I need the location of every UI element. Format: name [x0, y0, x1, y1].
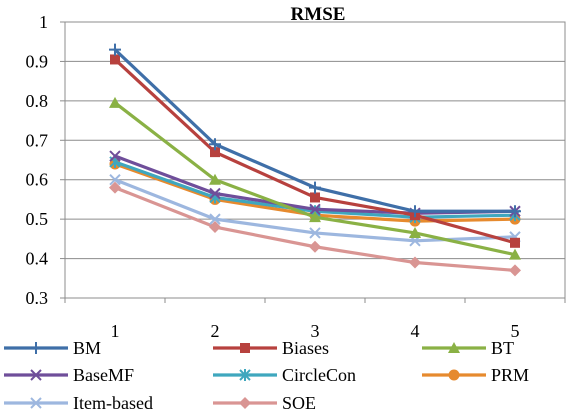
data-point-soe: [409, 256, 421, 269]
legend-label-soe: SOE: [282, 393, 316, 413]
data-point-bm: [409, 205, 421, 218]
legend-marker-bt: [448, 342, 460, 353]
legend: BM Biases BT BaseMF CircleCon PRM Item-based SO…: [4, 338, 529, 413]
data-point-item-based: [109, 174, 121, 186]
data-point-bt: [109, 96, 121, 108]
data-point-bt: [209, 173, 221, 185]
data-point-soe: [209, 221, 221, 234]
data-point-bt: [409, 226, 421, 238]
data-point-bt: [309, 211, 321, 223]
legend-marker-item-based: [30, 397, 42, 409]
data-point-biases: [510, 237, 520, 248]
y-tick-label: 0.3: [26, 288, 49, 308]
y-tick-label: 0.6: [26, 170, 49, 190]
legend-label-bm: BM: [73, 338, 101, 358]
data-point-bt: [509, 248, 521, 260]
plot-area: [64, 21, 566, 299]
data-point-bm: [309, 181, 321, 194]
legend-item-soe: SOE: [213, 393, 316, 413]
series-bm: [109, 43, 521, 218]
legend-marker-biases: [240, 343, 250, 353]
data-point-basemf: [309, 203, 321, 215]
legend-label-bt: BT: [491, 338, 514, 358]
data-point-biases: [310, 192, 320, 203]
y-tick-label: 0.5: [26, 209, 49, 229]
data-point-item-based: [309, 227, 321, 239]
y-tick-label: 0.7: [26, 130, 49, 150]
y-tick-label: 1: [39, 12, 48, 32]
chart-title: RMSE: [291, 4, 346, 25]
legend-item-item-based: Item-based: [4, 393, 153, 413]
legend-marker-basemf: [30, 369, 42, 381]
data-point-item-based: [209, 213, 221, 225]
legend-marker-prm: [448, 369, 460, 381]
legend-marker-soe: [239, 397, 251, 409]
legend-item-bt: BT: [422, 338, 514, 358]
data-point-basemf: [209, 187, 221, 200]
data-point-bm: [509, 205, 521, 218]
legend-label-prm: PRM: [491, 365, 529, 385]
legend-item-circlecon: CircleCon: [213, 365, 356, 385]
y-tick-label: 0.4: [26, 249, 49, 269]
legend-item-basemf: BaseMF: [4, 365, 134, 385]
legend-marker-circlecon: [239, 369, 251, 381]
legend-item-biases: Biases: [213, 338, 329, 358]
data-point-bm: [209, 138, 221, 151]
x-tick-label: 4: [411, 321, 420, 341]
data-point-biases: [110, 54, 120, 65]
data-point-bm: [109, 43, 121, 56]
data-point-soe: [109, 181, 121, 194]
x-tick-label: 3: [311, 321, 320, 341]
legend-item-prm: PRM: [422, 365, 529, 385]
data-point-soe: [509, 264, 521, 277]
x-tick-label: 5: [511, 321, 520, 341]
series-bt: [109, 96, 521, 260]
legend-marker-bm: [30, 342, 42, 354]
legend-label-basemf: BaseMF: [73, 365, 134, 385]
series-soe: [109, 181, 521, 277]
data-point-biases: [210, 147, 220, 158]
data-point-basemf: [109, 150, 121, 162]
legend-label-item-based: Item-based: [73, 393, 153, 413]
x-tick-label: 1: [111, 321, 120, 341]
y-tick-label: 0.9: [26, 51, 49, 71]
legend-label-circlecon: CircleCon: [282, 365, 356, 385]
x-tick-label: 2: [211, 321, 220, 341]
data-point-soe: [309, 240, 321, 253]
y-tick-label: 0.8: [26, 91, 49, 111]
legend-label-biases: Biases: [282, 338, 329, 358]
legend-item-bm: BM: [4, 338, 101, 358]
